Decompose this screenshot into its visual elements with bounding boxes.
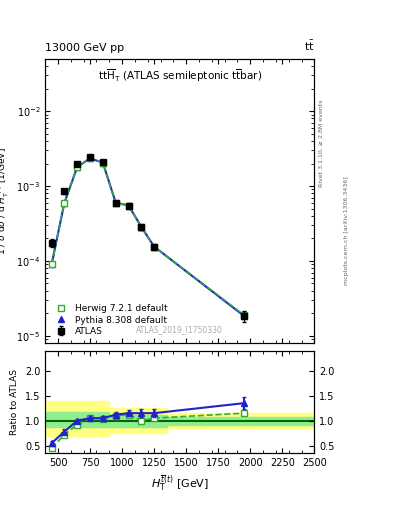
Text: $\mathrm{t\bar{t}}$: $\mathrm{t\bar{t}}$ [304,39,314,53]
Text: tt$\overline{\mathrm{H}}_\mathrm{T}$ (ATLAS semileptonic t$\overline{\mathrm{t}}: tt$\overline{\mathrm{H}}_\mathrm{T}$ (AT… [97,68,262,84]
Herwig 7.2.1 default [126,202,131,208]
Herwig 7.2.1 default [152,244,156,250]
Pythia 8.308 default [113,200,118,206]
Pythia 8.308 default [101,160,105,166]
Herwig 7.2.1 default [88,155,92,161]
Legend: Herwig 7.2.1 default, Pythia 8.308 default, ATLAS: Herwig 7.2.1 default, Pythia 8.308 defau… [50,302,170,338]
Line: Herwig 7.2.1 default: Herwig 7.2.1 default [48,155,247,318]
Herwig 7.2.1 default [49,261,54,267]
Pythia 8.308 default [62,200,67,206]
Pythia 8.308 default [49,261,54,267]
Pythia 8.308 default [152,244,156,250]
Text: 13000 GeV pp: 13000 GeV pp [45,43,124,53]
Herwig 7.2.1 default [242,312,246,318]
Herwig 7.2.1 default [113,200,118,206]
Pythia 8.308 default [139,224,144,230]
Pythia 8.308 default [88,155,92,161]
Text: Rivet 3.1.10, ≥ 2.8M events: Rivet 3.1.10, ≥ 2.8M events [318,100,323,187]
Line: Pythia 8.308 default: Pythia 8.308 default [48,155,247,319]
Herwig 7.2.1 default [62,200,67,206]
Herwig 7.2.1 default [101,160,105,166]
Y-axis label: Ratio to ATLAS: Ratio to ATLAS [10,369,19,435]
Text: ATLAS_2019_I1750330: ATLAS_2019_I1750330 [136,326,223,334]
Pythia 8.308 default [242,313,246,319]
Herwig 7.2.1 default [139,224,144,230]
X-axis label: $H_\mathrm{T}^{\overline{t}(t)}$ [GeV]: $H_\mathrm{T}^{\overline{t}(t)}$ [GeV] [151,474,209,494]
Pythia 8.308 default [126,202,131,208]
Text: mcplots.cern.ch [arXiv:1306.3436]: mcplots.cern.ch [arXiv:1306.3436] [344,176,349,285]
Y-axis label: 1 / $\sigma$ d$\sigma$ / d $H_\mathrm{T}^{\overline{t}(t)}$ [1/GeV]: 1 / $\sigma$ d$\sigma$ / d $H_\mathrm{T}… [0,147,11,255]
Herwig 7.2.1 default [75,164,80,170]
Pythia 8.308 default [75,164,80,170]
